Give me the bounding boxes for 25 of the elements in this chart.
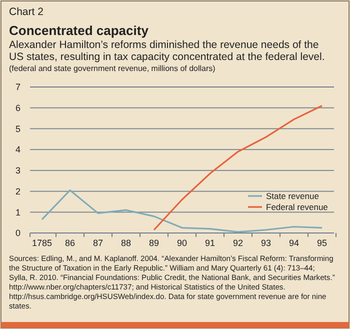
x-tick-label: 91 [204, 238, 216, 248]
x-tick-label: 87 [92, 238, 104, 248]
legend-label: Federal revenue [266, 202, 328, 212]
chart-subtitle: Alexander Hamilton’s reforms diminished the revenue needs of the US states, resulting in tax capacity concentrated at the federal level. [9, 39, 325, 63]
x-tick-label: 93 [260, 238, 272, 248]
x-tick-label: 94 [288, 238, 300, 248]
y-tick-label: 3 [15, 166, 21, 176]
y-tick-label: 2 [15, 186, 21, 196]
x-tick-label: 1785 [32, 238, 52, 248]
caption: Chart 2 [9, 6, 44, 18]
chart-title: Concentrated capacity [9, 23, 150, 38]
y-tick-label: 0 [15, 228, 21, 238]
y-axis-title: (federal and state government revenue, millions of dollars) [9, 64, 216, 73]
y-tick-label: 7 [15, 82, 21, 92]
x-tick-label: 90 [176, 238, 188, 248]
x-tick-label: 95 [316, 238, 328, 248]
y-tick-label: 4 [15, 144, 21, 155]
y-tick-label: 6 [15, 103, 21, 114]
x-tick-label: 89 [148, 238, 160, 248]
x-tick-label: 86 [64, 238, 76, 248]
legend-label: State revenue [266, 190, 320, 201]
x-tick-label: 88 [120, 238, 132, 248]
x-tick-label: 92 [232, 238, 244, 248]
y-tick-label: 5 [15, 124, 21, 134]
y-tick-label: 1 [15, 207, 21, 218]
